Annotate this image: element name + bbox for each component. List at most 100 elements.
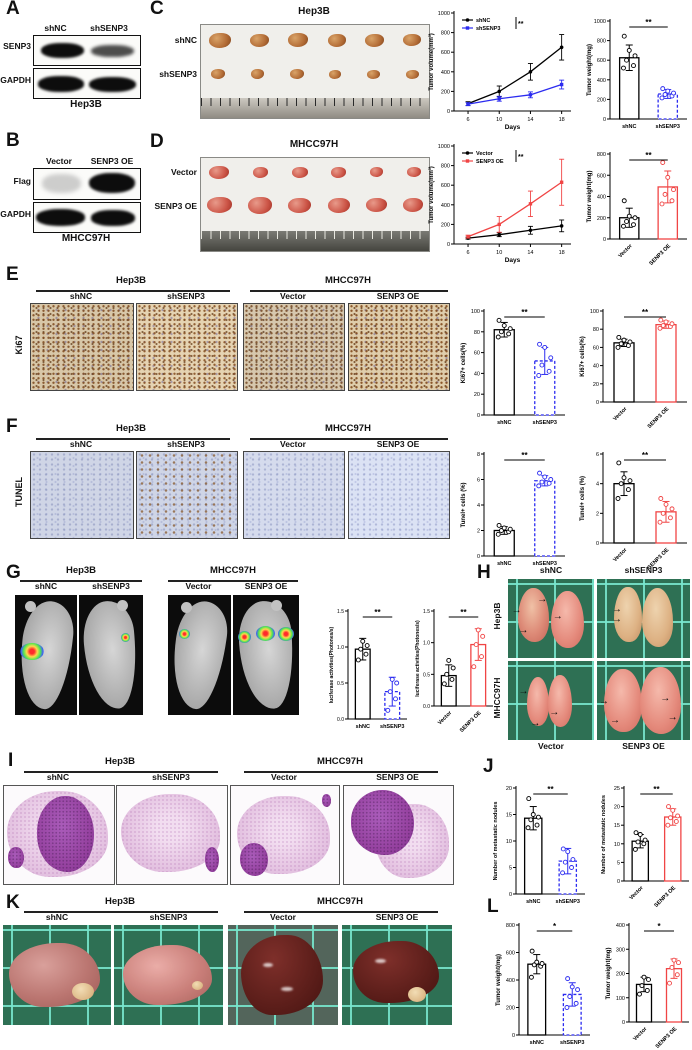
condition-label: shNC — [46, 772, 70, 782]
svg-text:1.0: 1.0 — [337, 645, 344, 651]
lane-label-vector: Vector — [46, 156, 72, 166]
svg-text:Ki67+ cells(%): Ki67+ cells(%) — [580, 336, 586, 377]
chart-tumor-volume-mhcc97h: 0 200 400 600 800 1000 6 10 14 18 Days Tumor volume… — [426, 141, 578, 265]
svg-text:0: 0 — [617, 879, 620, 885]
ihc-image-ki67-senp3oe — [348, 303, 450, 391]
chart-nodules-mhcc97h: 0 5 10 15 20 25 Number of metastatic nodules Ve… — [598, 775, 692, 907]
svg-text:Vector: Vector — [612, 547, 629, 564]
svg-text:400: 400 — [441, 203, 450, 209]
condition-label: Vector — [280, 291, 306, 301]
svg-text:SENP3 OE: SENP3 OE — [647, 406, 671, 428]
svg-text:400: 400 — [597, 195, 606, 201]
lane-label-shsenp3: shSENP3 — [90, 23, 128, 33]
svg-text:5: 5 — [617, 860, 620, 866]
header-underline — [244, 771, 438, 773]
svg-text:**: ** — [518, 154, 524, 161]
svg-text:10: 10 — [496, 250, 502, 256]
svg-text:0: 0 — [622, 1020, 625, 1026]
header-underline — [168, 580, 298, 582]
col-label-shnc: shNC — [539, 565, 563, 575]
svg-text:Tumor weight(mg): Tumor weight(mg) — [587, 44, 593, 96]
svg-text:shSENP3: shSENP3 — [533, 561, 557, 567]
chart-tunel-mhcc97h: 0 2 4 6 Tunel+ cells (%) Vector SENP3 OE ** — [577, 441, 690, 569]
condition-label: Vector — [280, 439, 306, 449]
svg-text:4: 4 — [477, 503, 480, 509]
group-header-hep3b: Hep3B — [104, 896, 136, 907]
svg-text:shNC: shNC — [356, 724, 370, 730]
metastasis-arrow-icon: → — [549, 707, 560, 719]
mouse-ear — [24, 601, 36, 612]
svg-text:Ki67+ cells(%): Ki67+ cells(%) — [461, 343, 467, 384]
glint — [280, 987, 293, 991]
metastasis-arrow-icon: → — [611, 613, 622, 625]
svg-text:80: 80 — [474, 330, 480, 336]
condition-label: SENP3 OE — [244, 581, 288, 591]
svg-text:800: 800 — [506, 923, 515, 929]
metastasis-arrow-icon: → — [552, 611, 563, 623]
lane-label-senp3oe: SENP3 OE — [90, 156, 134, 166]
svg-text:1000: 1000 — [594, 19, 606, 25]
svg-text:Vector: Vector — [476, 151, 494, 157]
tumor — [209, 32, 231, 48]
panel-letter-g: G — [6, 562, 21, 583]
tumor — [250, 69, 264, 79]
he-tumor-nodule — [205, 846, 220, 873]
svg-text:100: 100 — [471, 309, 480, 315]
tumor — [209, 165, 229, 179]
svg-text:0.0: 0.0 — [337, 717, 344, 723]
mouse-image-senp3oe — [233, 595, 299, 715]
liver — [122, 945, 213, 1005]
lung-lobe — [518, 588, 550, 643]
liver-tumor-nodule — [192, 981, 204, 990]
svg-text:20: 20 — [614, 805, 620, 811]
svg-text:0: 0 — [596, 541, 599, 547]
panel-letter-a: A — [6, 0, 20, 19]
svg-text:luciferase activities(Photones: luciferase activities(Photones/s) — [415, 620, 421, 697]
ihc-image-ki67-vector — [243, 303, 345, 391]
svg-text:200: 200 — [597, 216, 606, 222]
mouse-body — [80, 598, 142, 712]
tumor-row-shsenp3 — [211, 67, 419, 81]
svg-text:10: 10 — [496, 117, 502, 123]
svg-text:6: 6 — [477, 478, 480, 484]
mouse-image-shnc — [15, 595, 77, 715]
lung-image-hep3b-shsenp3: → → — [597, 579, 690, 658]
svg-text:200: 200 — [597, 97, 606, 103]
header-underline — [244, 911, 438, 913]
svg-text:**: ** — [521, 308, 528, 317]
svg-text:20: 20 — [474, 392, 480, 398]
metastasis-arrow-icon: → — [518, 625, 529, 637]
svg-text:**: ** — [460, 608, 467, 617]
svg-text:800: 800 — [597, 39, 606, 45]
western-blot-gapdh-b — [33, 202, 141, 233]
svg-text:14: 14 — [527, 117, 533, 123]
svg-text:shSENP3: shSENP3 — [476, 26, 500, 32]
panel-letter-f: F — [6, 416, 18, 437]
ruler — [201, 98, 429, 118]
tumor — [365, 198, 387, 212]
svg-text:18: 18 — [559, 117, 565, 123]
svg-text:**: ** — [518, 21, 524, 28]
cell-line-label: MHCC97H — [61, 233, 111, 244]
svg-text:0.0: 0.0 — [423, 704, 430, 710]
lung-lobe — [551, 590, 584, 648]
svg-text:Vector: Vector — [632, 1026, 649, 1043]
tumor — [250, 33, 270, 47]
svg-text:10: 10 — [614, 842, 620, 848]
svg-text:6: 6 — [596, 452, 599, 458]
tumor — [207, 197, 232, 213]
chart-luciferase-mhcc97h: 0.0 0.5 1.0 1.5 luciferase activities(Photon… — [412, 598, 496, 732]
row-label-senp3oe: SENP3 OE — [154, 201, 197, 211]
svg-text:80: 80 — [593, 327, 599, 333]
group-header-hep3b: Hep3B — [65, 565, 97, 576]
condition-label: shSENP3 — [167, 291, 205, 301]
lung-image-hep3b-shnc: → → → → — [508, 579, 594, 658]
he-lung-section-senp3oe — [343, 785, 454, 885]
row-label-hep3b: Hep3B — [492, 602, 502, 630]
blot-row-label-gapdh: GAPDH — [0, 75, 31, 85]
row-label-shnc: shNC — [174, 35, 197, 45]
svg-text:0: 0 — [603, 237, 606, 243]
luminescence-spot — [256, 626, 276, 642]
svg-text:100: 100 — [590, 309, 599, 315]
svg-text:**: ** — [547, 785, 554, 794]
